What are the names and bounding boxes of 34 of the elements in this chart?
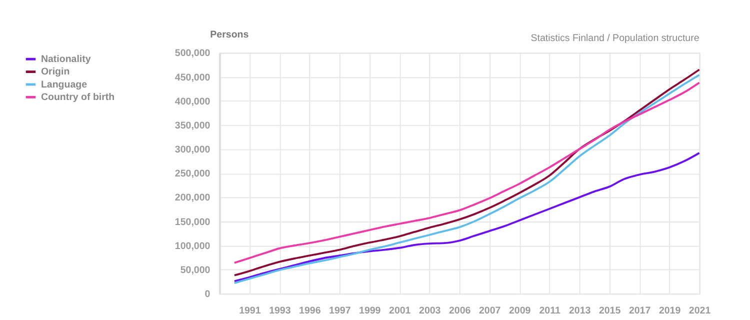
x-tick-label: 1991: [239, 306, 262, 317]
legend-label: Origin: [40, 66, 70, 78]
x-tick-label: 2021: [688, 306, 712, 317]
x-tick-label: 1997: [329, 306, 351, 317]
x-tick-label: 2006: [449, 306, 472, 317]
x-tick-label: 2017: [628, 306, 651, 317]
y-tick-label: 400,000: [174, 96, 211, 108]
x-tick-label: 2013: [568, 306, 592, 317]
x-tick-label: 2003: [419, 306, 442, 317]
x-tick-label: 2011: [539, 306, 561, 317]
y-tick-label: 0: [204, 289, 211, 300]
x-tick-label: 1999: [359, 306, 382, 317]
x-tick-label: 2009: [508, 306, 532, 317]
y-tick-label: 500,000: [174, 48, 211, 60]
x-tick-label: 1996: [299, 306, 322, 317]
legend-label: Country of birth: [40, 92, 115, 104]
legend-label: Language: [40, 79, 88, 90]
x-tick-label: 2015: [598, 306, 622, 317]
y-tick-label: 250,000: [174, 168, 211, 180]
text: Statistics Finland / Population structure: [530, 33, 700, 44]
y-tick-label: 200,000: [174, 192, 211, 204]
y-tick-label: 150,000: [174, 216, 211, 228]
y-axis-title: Persons: [210, 30, 250, 41]
x-tick-label: 2001: [389, 306, 412, 317]
y-tick-label: 50,000: [180, 264, 211, 276]
legend-label: Nationality: [40, 54, 92, 66]
x-tick-label: 2007: [478, 306, 501, 317]
y-tick-label: 100,000: [174, 240, 211, 252]
y-tick-label: 450,000: [174, 72, 211, 84]
x-tick-label: 2019: [658, 306, 682, 317]
y-tick-label: 350,000: [174, 120, 211, 132]
line-series: [233, 152, 700, 282]
y-tick-label: 300,000: [174, 144, 211, 156]
x-tick-label: 1993: [269, 306, 292, 317]
